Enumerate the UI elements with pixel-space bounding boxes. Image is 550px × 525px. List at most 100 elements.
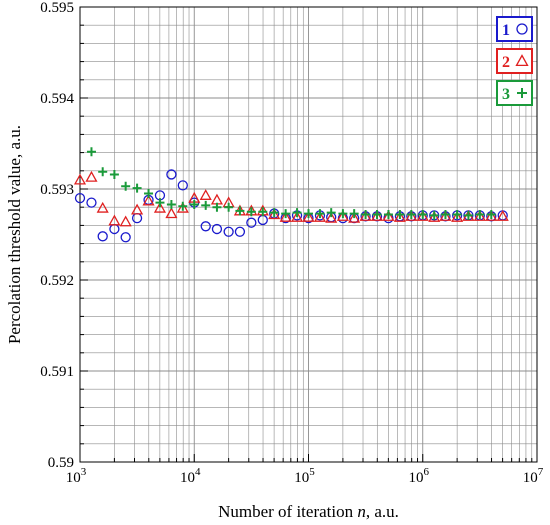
data-point-series-3 (86, 147, 96, 157)
legend-label: 2 (502, 54, 510, 71)
series-2 (73, 170, 509, 227)
data-point-series-1 (97, 231, 108, 242)
data-point-series-3 (292, 208, 302, 218)
y-tick-label: 0.592 (40, 273, 74, 289)
y-tick-label: 0.591 (40, 364, 74, 380)
data-point-series-2 (485, 210, 498, 221)
x-axis-label-prefix: Number of iteration (218, 502, 357, 521)
data-point-series-3 (406, 209, 416, 219)
x-axis-label-variable: n (357, 502, 366, 521)
data-point-series-2 (131, 203, 144, 215)
x-tick-label: 103 (66, 466, 87, 486)
data-point-series-2 (359, 210, 372, 221)
data-point-series-2 (290, 210, 304, 222)
y-tick-label: 0.593 (40, 182, 74, 198)
data-point-series-3 (418, 209, 428, 219)
data-point-series-3 (258, 207, 268, 217)
data-point-series-3 (189, 199, 199, 209)
data-point-series-3 (281, 209, 291, 219)
y-tick-label: 0.594 (40, 91, 74, 107)
data-point-series-3 (224, 202, 234, 212)
data-point-series-3 (349, 209, 359, 219)
data-point-series-2 (268, 208, 281, 220)
data-point-series-3 (121, 181, 131, 191)
data-point-series-3 (395, 209, 405, 219)
data-point-series-3 (178, 201, 188, 211)
data-point-series-1 (211, 223, 223, 235)
x-tick-label: 107 (523, 466, 544, 486)
legend: 1 2 3 (496, 16, 533, 106)
data-point-series-3 (235, 206, 245, 216)
data-point-series-2 (210, 193, 224, 205)
data-point-series-2 (302, 210, 315, 222)
data-point-series-2 (85, 170, 98, 182)
data-point-series-3 (315, 209, 325, 219)
data-point-series-2 (325, 211, 338, 223)
data-point-series-3 (201, 200, 211, 210)
data-point-series-2 (428, 210, 441, 222)
data-point-series-1 (177, 180, 188, 191)
data-point-series-2 (176, 201, 189, 213)
data-point-series-2 (382, 210, 395, 221)
data-point-series-2 (473, 210, 486, 221)
data-point-series-3 (98, 167, 108, 177)
series-3 (86, 147, 496, 220)
legend-box (496, 16, 533, 42)
data-point-series-2 (496, 210, 509, 221)
x-axis-label: Number of iteration n, a.u. (218, 502, 399, 521)
data-point-series-3 (361, 209, 371, 219)
data-point-series-3 (304, 209, 313, 219)
legend-marker (517, 88, 527, 98)
y-tick-label: 0.59 (48, 455, 74, 471)
data-point-series-2 (73, 173, 87, 185)
data-point-series-1 (166, 169, 177, 180)
legend-box (496, 48, 533, 74)
data-point-series-2 (96, 201, 109, 213)
data-point-series-1 (200, 221, 211, 232)
legend-marker (515, 54, 529, 67)
data-point-series-1 (74, 192, 86, 204)
grid (79, 6, 537, 463)
data-point-series-3 (132, 183, 142, 193)
data-point-series-2 (416, 210, 429, 221)
data-point-series-1 (246, 217, 257, 228)
data-point-series-2 (393, 210, 406, 222)
data-point-series-1 (120, 232, 131, 243)
data-point-series-2 (451, 210, 464, 222)
data-point-series-2 (199, 189, 212, 200)
data-point-series-3 (144, 189, 154, 199)
data-markers (73, 147, 509, 243)
data-point-series-3 (383, 209, 393, 219)
data-point-series-3 (372, 209, 382, 219)
legend-label: 1 (502, 22, 510, 39)
data-point-series-3 (246, 207, 256, 217)
data-point-series-2 (279, 210, 292, 222)
legend-label: 3 (502, 86, 510, 103)
axis-ticks: 0.59 0.591 0.592 0.593 0.594 0.595 103 104 105 10… (40, 0, 544, 486)
data-point-series-3 (338, 209, 348, 219)
legend-entry-2: 2 (496, 48, 533, 74)
data-point-series-3 (440, 209, 450, 219)
data-point-series-2 (370, 210, 384, 221)
data-point-series-3 (486, 209, 496, 219)
data-point-series-1 (234, 226, 246, 237)
y-axis-label: Percolation threshold value, a.u. (5, 125, 24, 344)
data-point-series-2 (439, 210, 452, 221)
data-point-series-3 (269, 208, 279, 218)
x-tick-label: 104 (180, 466, 201, 486)
legend-marker (516, 23, 528, 35)
data-point-series-3 (109, 169, 119, 179)
data-point-series-2 (153, 201, 167, 213)
data-point-series-3 (166, 199, 176, 209)
data-point-series-3 (326, 208, 336, 218)
legend-entry-1: 1 (496, 16, 533, 42)
data-point-series-2 (348, 211, 361, 223)
data-point-series-3 (155, 198, 165, 208)
data-point-series-2 (142, 194, 155, 206)
legend-entry-3: 3 (496, 80, 533, 106)
data-point-series-3 (475, 209, 485, 219)
y-tick-label: 0.595 (40, 0, 74, 16)
data-point-series-3 (463, 210, 473, 220)
data-point-series-2 (336, 210, 349, 221)
